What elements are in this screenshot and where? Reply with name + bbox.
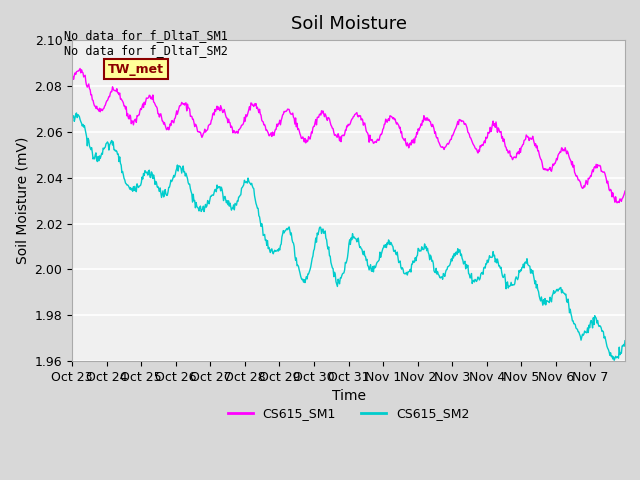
CS615_SM1 [76, 66, 84, 72]
CS615_SM2 [263, 242, 271, 248]
CS615_SM1 [236, 127, 243, 132]
CS615_SM1 [134, 113, 141, 119]
Title: Soil Moisture: Soil Moisture [291, 15, 406, 33]
CS615_SM2 [406, 266, 414, 272]
CS615_SM2 [621, 338, 629, 344]
Line: CS615_SM1: CS615_SM1 [72, 69, 625, 203]
CS615_SM2 [284, 227, 291, 233]
CS615_SM1 [613, 200, 621, 205]
Text: No data for f_DltaT_SM1
No data for f_DltaT_SM2: No data for f_DltaT_SM1 No data for f_Dl… [64, 29, 228, 57]
CS615_SM2 [68, 113, 76, 119]
CS615_SM1 [621, 188, 629, 194]
CS615_SM2 [236, 194, 243, 200]
CS615_SM2 [72, 110, 80, 116]
Line: CS615_SM2: CS615_SM2 [72, 113, 625, 360]
CS615_SM1 [406, 140, 414, 146]
CS615_SM2 [437, 274, 445, 280]
Legend: CS615_SM1, CS615_SM2: CS615_SM1, CS615_SM2 [223, 403, 474, 425]
CS615_SM2 [611, 358, 618, 363]
CS615_SM1 [68, 74, 76, 80]
CS615_SM2 [134, 183, 141, 189]
CS615_SM1 [284, 106, 291, 112]
Y-axis label: Soil Moisture (mV): Soil Moisture (mV) [15, 137, 29, 264]
CS615_SM1 [263, 127, 271, 133]
CS615_SM1 [437, 144, 445, 150]
X-axis label: Time: Time [332, 389, 365, 403]
Text: TW_met: TW_met [108, 62, 164, 75]
